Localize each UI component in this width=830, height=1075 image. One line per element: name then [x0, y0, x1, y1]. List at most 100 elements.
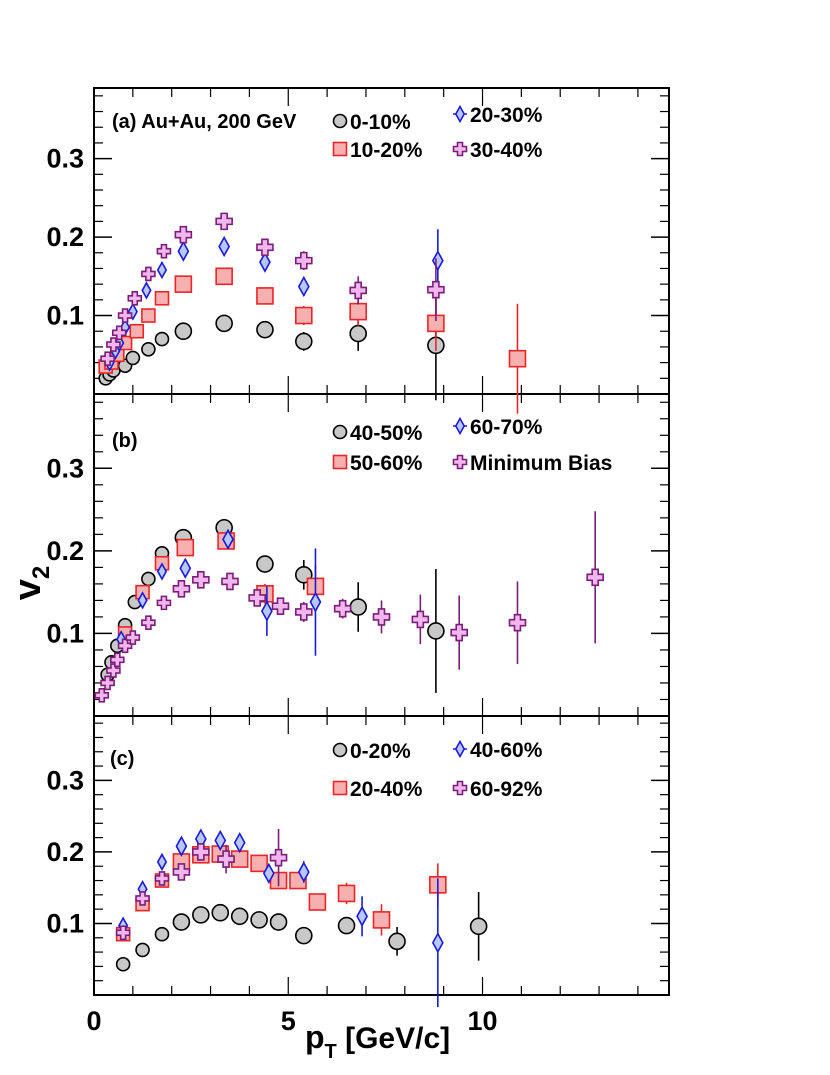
- data-point: [349, 302, 367, 321]
- data-point: [218, 235, 231, 258]
- data-point: [141, 571, 156, 587]
- data-point: [110, 652, 125, 668]
- data-point: [141, 341, 156, 357]
- series-cross-panel-3: [115, 829, 288, 941]
- data-point: [294, 306, 313, 325]
- legend-entry-2-2: 50-60%: [332, 452, 423, 475]
- data-point: [111, 325, 127, 341]
- data-point: [411, 610, 430, 629]
- data-point: [137, 591, 148, 610]
- data-point: [172, 913, 191, 931]
- data-point: [349, 281, 367, 300]
- data-point: [156, 595, 172, 611]
- data-point: [294, 332, 313, 351]
- data-point: [106, 663, 121, 678]
- data-point: [469, 917, 488, 936]
- y-tick-label: 0.3: [46, 144, 84, 174]
- panel-label-1: (a) Au+Au, 200 GeV: [112, 111, 297, 133]
- data-point: [127, 302, 138, 321]
- data-point: [250, 911, 268, 929]
- data-point: [248, 589, 266, 607]
- legend-entry-2-3: 60-70%: [453, 416, 543, 439]
- data-point: [259, 251, 271, 273]
- legend-marker-cross: [452, 780, 468, 796]
- legend-label: 20-30%: [470, 104, 543, 127]
- legend-entry-1-3: 20-30%: [453, 104, 543, 127]
- legend-marker-cross: [452, 141, 468, 157]
- y-axis-title-main: v: [7, 579, 49, 600]
- data-point: [129, 323, 145, 339]
- data-point: [192, 906, 210, 924]
- series-cross-panel-1: [100, 212, 445, 366]
- legend-entry-1-2: 10-20%: [332, 139, 423, 162]
- data-point: [156, 562, 168, 581]
- legend-label: 0-20%: [350, 740, 411, 763]
- data-point: [297, 861, 310, 883]
- data-point: [141, 308, 156, 323]
- data-point: [222, 528, 234, 550]
- legend-entry-1-1: 0-10%: [332, 111, 411, 134]
- y-tick-label: 0.2: [46, 222, 84, 252]
- panel-label-2: (b): [112, 430, 138, 452]
- data-point: [154, 331, 170, 347]
- data-point: [106, 337, 121, 352]
- y-tick-label: 0.1: [46, 301, 84, 331]
- data-point: [115, 925, 131, 941]
- data-point: [308, 893, 327, 911]
- data-point: [372, 608, 391, 626]
- data-point: [349, 598, 367, 616]
- data-point: [192, 570, 210, 589]
- x-tick-label: 5: [281, 1006, 296, 1036]
- x-axis-title: pT [GeV/c]: [305, 1019, 450, 1063]
- data-point: [176, 538, 195, 557]
- legend-entry-2-4: Minimum Bias: [452, 452, 612, 475]
- legend-label: 60-70%: [470, 416, 543, 439]
- x-axis-title-main: p: [305, 1019, 325, 1055]
- data-point: [309, 591, 322, 613]
- data-point: [156, 260, 168, 280]
- data-point: [214, 829, 227, 852]
- data-point: [230, 907, 249, 926]
- data-point: [135, 891, 150, 906]
- series-circle-panel-1: [98, 290, 445, 401]
- data-point: [127, 290, 143, 306]
- data-point: [256, 320, 274, 339]
- data-point: [141, 615, 156, 631]
- data-point: [100, 675, 115, 691]
- x-axis-title-sub: T: [325, 1041, 337, 1063]
- data-point: [215, 314, 233, 333]
- data-point: [256, 287, 274, 305]
- legend-label: 30-40%: [470, 139, 543, 162]
- series-circle-panel-3: [115, 891, 488, 972]
- data-point: [115, 956, 131, 972]
- data-point: [175, 835, 188, 857]
- data-point: [156, 852, 168, 872]
- x-tick-label: 10: [467, 1006, 497, 1036]
- series-cross-panel-2: [94, 511, 604, 703]
- series-square-panel-1: [98, 267, 527, 414]
- data-point: [217, 850, 235, 868]
- legend-entry-3-3: 40-60%: [453, 739, 543, 762]
- data-point: [141, 266, 156, 282]
- data-point: [250, 854, 268, 873]
- data-point: [586, 568, 604, 587]
- data-point: [179, 557, 192, 579]
- data-point: [260, 600, 273, 622]
- x-tick-label: 0: [86, 1006, 101, 1036]
- x-axis-title-unit: [GeV/c]: [337, 1022, 450, 1055]
- y-tick-label: 0.2: [46, 536, 84, 566]
- y-tick-label: 0.1: [46, 618, 84, 648]
- data-point: [215, 212, 233, 231]
- data-point: [192, 843, 210, 861]
- data-point: [508, 349, 527, 368]
- data-point: [269, 913, 288, 931]
- legend-label: 50-60%: [350, 452, 423, 475]
- legend-marker-square: [332, 454, 348, 470]
- legend-label: 20-40%: [350, 778, 423, 801]
- legend-marker-square: [332, 780, 348, 796]
- data-point: [271, 597, 290, 615]
- data-point: [141, 281, 152, 300]
- data-point: [215, 267, 233, 286]
- data-point: [427, 280, 445, 299]
- legend-label: 0-10%: [350, 111, 411, 134]
